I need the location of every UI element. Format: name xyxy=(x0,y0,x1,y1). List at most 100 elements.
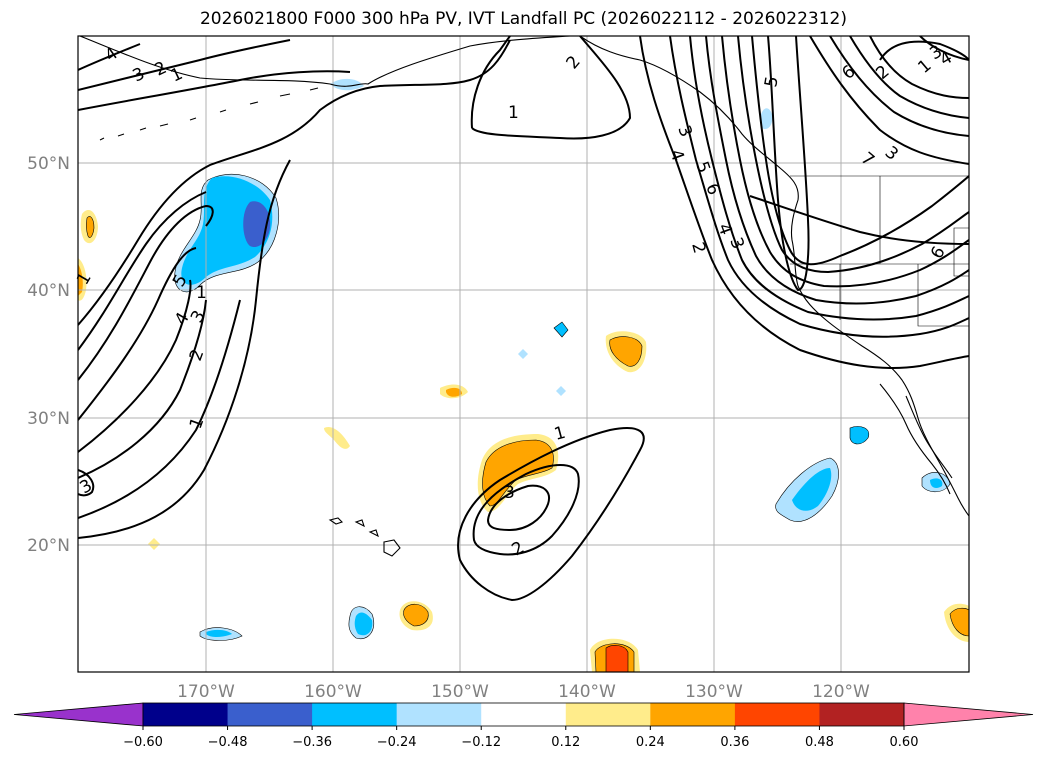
lat-axis: 50°N 40°N 30°N 20°N xyxy=(27,154,70,556)
positive-anomaly-patch xyxy=(446,387,462,397)
lon-label: 150°W xyxy=(431,682,489,702)
pv-contour xyxy=(78,159,291,539)
positive-anomaly-patch xyxy=(609,336,643,367)
contour-label: 1 xyxy=(168,64,186,87)
negative-anomaly-patch xyxy=(556,386,566,396)
negative-anomaly-patch xyxy=(330,78,364,91)
pv-contour xyxy=(751,36,969,266)
colorbar-bin xyxy=(734,703,820,726)
contour-label: 2 xyxy=(872,62,893,84)
colorbar-bin xyxy=(819,703,905,726)
contour-label: 5 xyxy=(691,159,713,176)
colorbar-tick-label: −0.60 xyxy=(123,735,163,750)
pv-contour xyxy=(749,195,969,245)
map-title: 2026021800 F000 300 hPa PV, IVT Landfall… xyxy=(199,9,847,29)
contour-label: 4 xyxy=(937,48,956,71)
pv-contour xyxy=(486,484,550,532)
pv-contour xyxy=(919,36,969,61)
pv-contour xyxy=(472,464,580,556)
pv-contour xyxy=(457,427,645,602)
shading-layer xyxy=(78,78,969,672)
contour-label: 2 xyxy=(186,347,208,364)
north-america-coastline xyxy=(579,36,969,517)
pv-contour xyxy=(78,39,511,326)
positive-anomaly-patch xyxy=(78,264,83,296)
lat-label: 40°N xyxy=(27,281,70,301)
colorbar-bin xyxy=(312,703,398,726)
colorbar-tick-label: 0.48 xyxy=(805,735,834,750)
pv-contour xyxy=(78,299,241,519)
coastlines xyxy=(79,36,969,557)
positive-anomaly-patch xyxy=(324,426,350,449)
contour-label: 2 xyxy=(509,538,528,561)
negative-anomaly-patch xyxy=(792,468,832,511)
pv-contour xyxy=(639,36,969,369)
lat-label: 30°N xyxy=(27,409,70,429)
positive-anomaly-patch xyxy=(949,607,969,637)
pv-contour xyxy=(470,36,632,140)
pv-contour xyxy=(78,204,214,381)
pv-contour xyxy=(78,299,207,479)
pv-contour xyxy=(78,191,207,351)
colorbar-tick-label: −0.36 xyxy=(292,735,332,750)
colorbar-bin xyxy=(396,703,482,726)
pv-contour xyxy=(78,469,95,497)
plot-frame xyxy=(77,35,970,673)
pv-contour xyxy=(829,36,969,137)
contour-label: 1 xyxy=(552,423,568,445)
state-borders xyxy=(790,175,969,327)
pv-contour xyxy=(78,247,197,421)
colorbar-bin xyxy=(481,703,567,726)
pv-contour xyxy=(737,36,969,274)
contour-label: 3 xyxy=(130,64,148,87)
pv-contour xyxy=(669,36,969,338)
lon-label: 120°W xyxy=(812,682,870,702)
alaska-coastline xyxy=(79,36,571,87)
contour-label: 1 xyxy=(196,283,207,303)
colorbar-tick-label: −0.12 xyxy=(461,735,501,750)
pv-contour xyxy=(849,36,969,119)
lon-label: 170°W xyxy=(177,682,235,702)
contour-label: 3 xyxy=(725,235,747,252)
negative-anomaly-patch xyxy=(849,426,870,445)
contour-label: 1 xyxy=(186,415,208,432)
gridlines xyxy=(78,36,969,672)
colorbar-tick-label: 0.36 xyxy=(720,735,749,750)
pv-contour xyxy=(869,36,969,99)
pv-contour xyxy=(78,70,351,111)
lon-label: 140°W xyxy=(558,682,616,702)
hawaii-islands xyxy=(328,517,401,557)
negative-anomaly-patch xyxy=(518,349,528,359)
colorbar-bin xyxy=(565,703,651,726)
lon-axis: 170°W 160°W 150°W 140°W 130°W 120°W xyxy=(177,682,870,702)
contour-label: 3 xyxy=(673,123,695,140)
colorbar-tick-label: −0.24 xyxy=(377,735,417,750)
contour-label: 6 xyxy=(927,243,950,262)
aleutian-islands xyxy=(99,87,319,141)
pv-contour xyxy=(879,40,969,61)
pv-contour xyxy=(78,43,141,71)
lon-label: 130°W xyxy=(685,682,743,702)
positive-anomaly-patch xyxy=(86,216,95,238)
contour-label: 2 xyxy=(687,240,709,256)
pv-contour xyxy=(809,36,969,165)
baja-california xyxy=(879,383,953,495)
contour-label: 5 xyxy=(761,75,783,89)
colorbar-extend-high xyxy=(903,702,1034,727)
colorbar-tick-label: 0.60 xyxy=(890,735,919,750)
colorbar-tick-label: 0.12 xyxy=(551,735,580,750)
contour-label: 4 xyxy=(101,44,121,67)
colorbar: −0.60 −0.48 −0.36 −0.24 −0.12 0.12 0.24 0.36 0.4… xyxy=(13,702,1034,750)
contour-label: 2 xyxy=(563,52,585,73)
colorbar-bin xyxy=(227,703,313,726)
positive-anomaly-patch xyxy=(148,538,160,550)
negative-anomaly-patch xyxy=(760,108,773,130)
positive-anomaly-patch xyxy=(403,603,429,627)
lat-label: 50°N xyxy=(27,154,70,174)
pv-contour xyxy=(78,39,291,91)
pv-contour xyxy=(767,36,810,292)
pv-contour xyxy=(78,279,192,453)
contour-label: 3 xyxy=(881,143,902,165)
colorbar-tick-label: 0.24 xyxy=(636,735,665,750)
